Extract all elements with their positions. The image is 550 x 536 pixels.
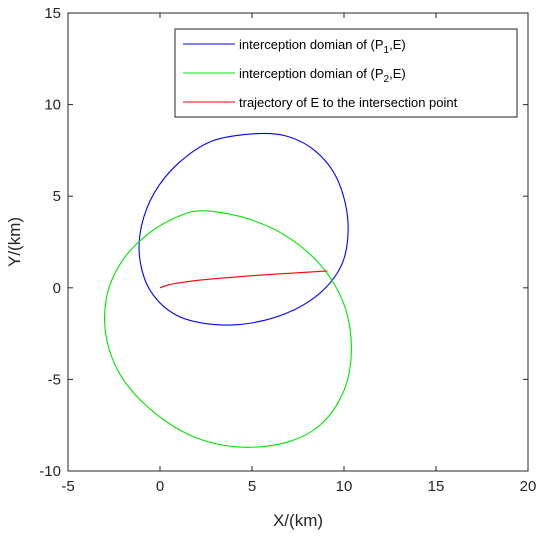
x-axis-label: X/(km) bbox=[273, 511, 323, 530]
x-tick-label: 15 bbox=[428, 478, 445, 495]
series-line-1 bbox=[138, 132, 349, 326]
series-layer bbox=[104, 132, 352, 448]
x-tick-label: 0 bbox=[156, 478, 164, 495]
legend-entry-2: interception domian of (P2,E) bbox=[239, 66, 406, 85]
y-tick-label: -10 bbox=[39, 463, 61, 480]
x-tick-label: 10 bbox=[336, 478, 353, 495]
x-tick-label: 5 bbox=[248, 478, 256, 495]
legend-entry-1: interception domian of (P1,E) bbox=[239, 37, 406, 56]
legend: interception domian of (P1,E) interceptio… bbox=[174, 28, 518, 118]
y-tick-label: 5 bbox=[53, 188, 61, 205]
y-axis-label: Y/(km) bbox=[5, 217, 24, 267]
x-tick-label: 20 bbox=[520, 478, 537, 495]
y-tick-label: 0 bbox=[53, 280, 61, 297]
y-tick-label: 15 bbox=[44, 5, 61, 22]
y-tick-label: -5 bbox=[48, 371, 61, 388]
series-line-3 bbox=[159, 270, 328, 289]
legend-entry-3: trajectory of E to the intersection poin… bbox=[239, 95, 458, 110]
x-tick-label: -5 bbox=[61, 478, 74, 495]
y-tick-label: 10 bbox=[44, 97, 61, 114]
